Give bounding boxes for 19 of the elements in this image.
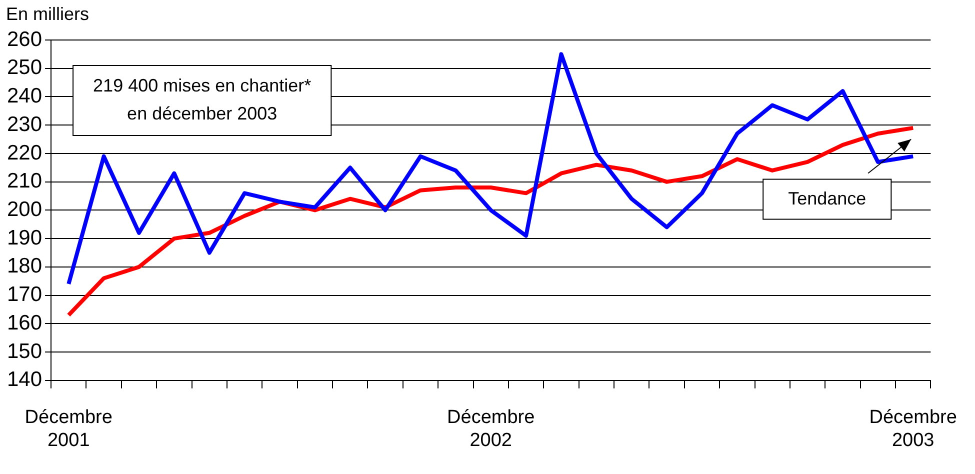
y-tick-label: 210 xyxy=(6,170,42,193)
y-tick-label: 140 xyxy=(6,368,42,392)
y-tick-label: 200 xyxy=(6,198,42,221)
y-tick-label: 190 xyxy=(6,226,42,250)
y-tick-label: 260 xyxy=(6,28,42,51)
x-tick-label: Décembre 2003 xyxy=(869,407,957,451)
y-tick-label: 170 xyxy=(6,283,42,306)
y-tick-label: 240 xyxy=(6,84,42,108)
y-tick-label: 250 xyxy=(6,56,42,80)
y-tick-label: 150 xyxy=(6,340,42,363)
y-tick-label: 180 xyxy=(6,254,42,278)
annotation: Tendance xyxy=(788,188,866,208)
y-tick-label: 230 xyxy=(6,112,42,136)
y-axis-title: En milliers xyxy=(6,4,90,24)
y-tick-label: 160 xyxy=(6,311,42,334)
y-tick-label: 220 xyxy=(6,141,42,164)
annotation: 219 400 mises en chantier* en décember 2003 xyxy=(93,76,312,124)
x-tick-label: Décembre 2002 xyxy=(447,407,535,451)
x-tick-label: Décembre 2001 xyxy=(24,407,112,451)
